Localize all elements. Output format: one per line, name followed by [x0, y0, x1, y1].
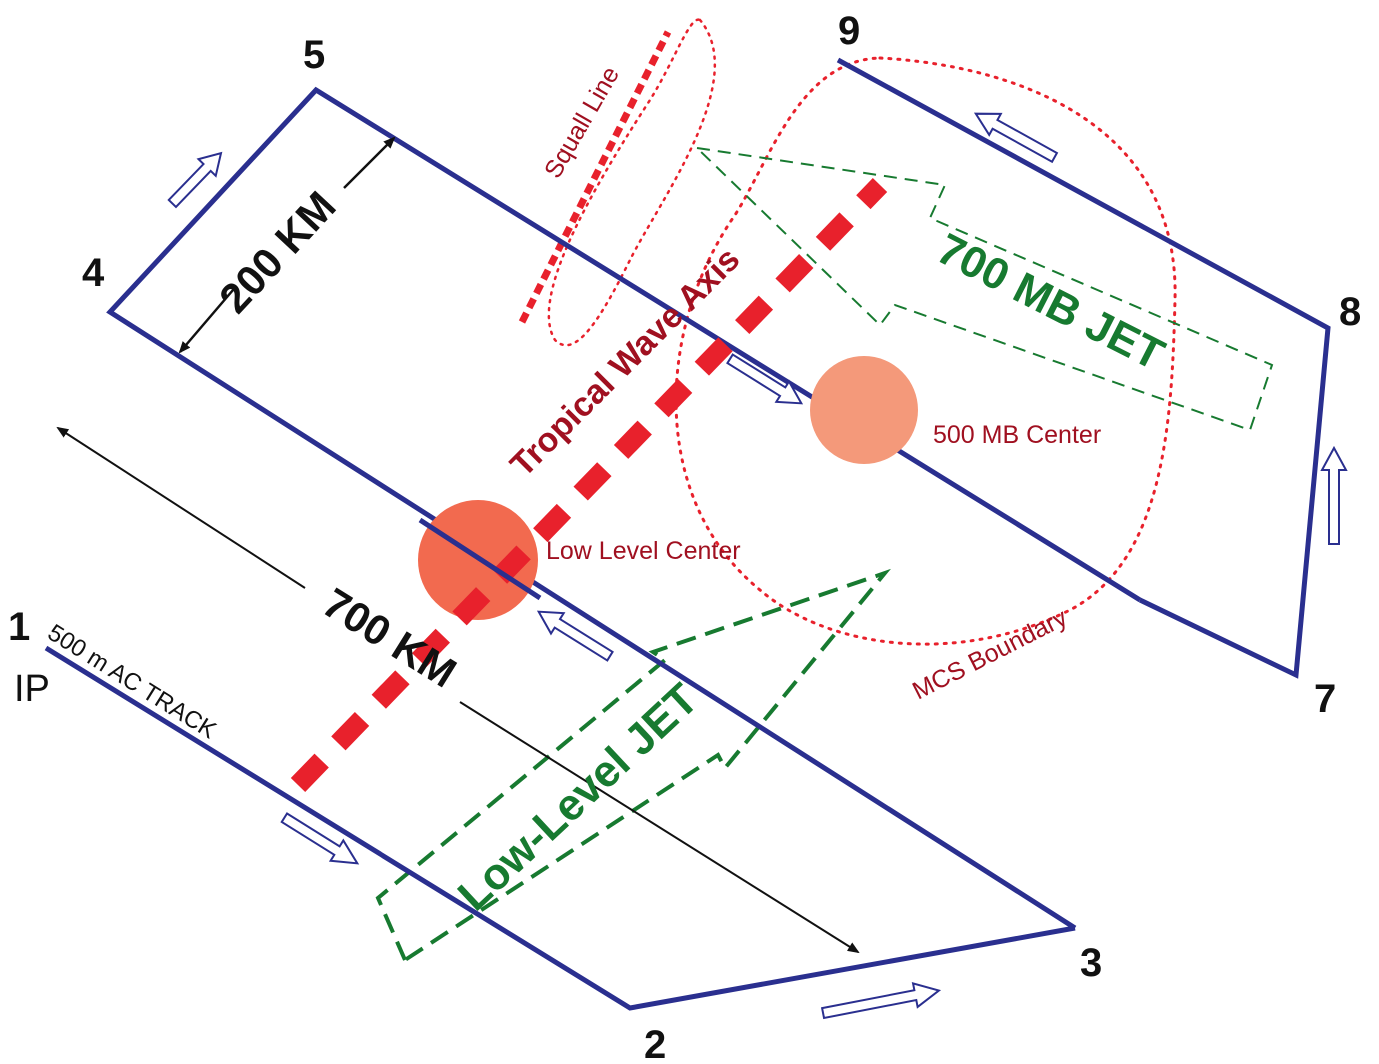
flight-track-3-4-5: [106, 86, 1142, 931]
waypoint-3-label: 3: [1080, 941, 1102, 985]
ip-label: IP: [14, 668, 50, 710]
waypoint-1-label: 1: [8, 605, 30, 649]
squall-line: [518, 30, 672, 324]
direction-arrow-leg-2-3: [820, 981, 942, 1020]
direction-arrow-leg-4-5: [167, 151, 223, 209]
jet-700mb-label: 700 MB JET: [929, 224, 1171, 380]
low-level-center-label: Low Level Center: [546, 537, 741, 565]
distance-700km-arrow: [56, 426, 860, 954]
squall-line-label: Squall Line: [539, 62, 625, 183]
direction-arrow-leg-5-6: [726, 353, 804, 405]
waypoint-8-label: 8: [1339, 290, 1361, 334]
mcs-boundary-label: MCS Boundary: [908, 603, 1072, 705]
waypoint-4-label: 4: [82, 251, 105, 295]
direction-arrows: [167, 112, 1348, 1020]
direction-arrow-leg-8-9: [973, 112, 1059, 164]
waypoint-5-label: 5: [303, 33, 325, 77]
squall-line-envelope: [547, 18, 717, 347]
jet-700mb-outline: [694, 146, 1274, 432]
waypoint-2-label: 2: [644, 1023, 666, 1064]
flight-track-7-8-9: [836, 57, 1331, 679]
center-500mb-label: 500 MB Center: [933, 421, 1101, 449]
distance-200km-arrow: [178, 136, 396, 354]
low-level-jet-outline: [375, 568, 891, 963]
mcs-boundary-outline: [674, 56, 1177, 646]
distance-200km-label: 200 KM: [210, 182, 345, 322]
flight-track-1-2-3: [44, 645, 1076, 1011]
waypoint-9-label: 9: [838, 9, 860, 53]
center-500mb-marker: [810, 356, 918, 464]
ac-track-label: 500 m AC TRACK: [43, 619, 221, 744]
track-overlay-segment: [418, 517, 542, 601]
direction-arrow-leg-7-8: [1320, 445, 1348, 545]
tropical-wave-axis: [290, 178, 888, 792]
waypoint-7-label: 7: [1314, 677, 1336, 721]
low-level-jet-label: Low-Level JET: [449, 674, 708, 920]
direction-arrow-leg-1-2: [280, 812, 360, 865]
direction-arrow-leg-3-4: [536, 610, 614, 662]
